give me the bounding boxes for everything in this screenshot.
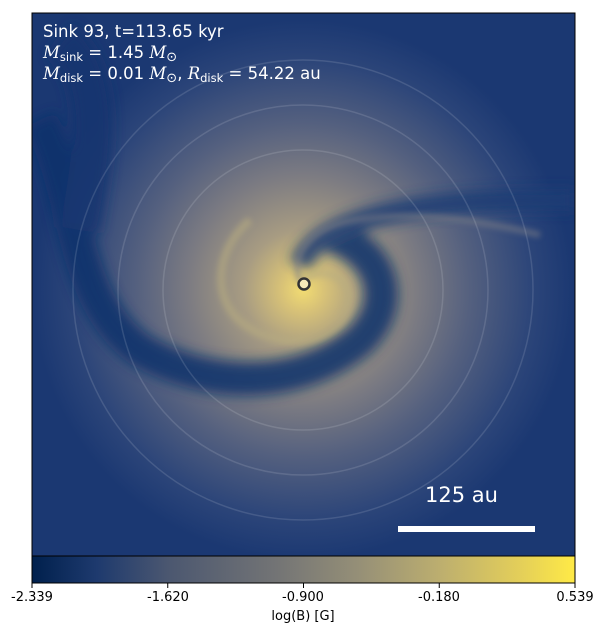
colorbar — [31, 555, 576, 588]
colorbar-tick-label: -2.339 — [11, 590, 53, 605]
colorbar-tick-label: -1.620 — [147, 590, 189, 605]
mdisk-symbol: M — [43, 64, 60, 83]
msink-subscript: sink — [59, 50, 84, 64]
sun-symbol: ⊙ — [166, 50, 178, 65]
sink-marker — [297, 277, 311, 291]
mdisk-subscript: disk — [59, 71, 84, 85]
msun-symbol: M — [149, 43, 167, 62]
msink-value: = 1.45 — [83, 43, 145, 62]
annotation-disk: Mdisk = 0.01 M⊙, Rdisk = 54.22 au — [43, 63, 321, 89]
msink-symbol: M — [43, 43, 60, 62]
rdisk-value: = 54.22 au — [223, 64, 321, 83]
separator: , — [177, 64, 188, 83]
field-map — [32, 13, 575, 556]
colorbar-tick-label: -0.180 — [418, 590, 460, 605]
colorbar-label: log(B) [G] — [271, 609, 335, 624]
rdisk-subscript: disk — [200, 71, 224, 85]
colorbar-tick-label: 0.539 — [556, 590, 594, 605]
scale-bar — [398, 526, 535, 532]
sun-symbol-2: ⊙ — [166, 71, 178, 86]
msun-symbol-2: M — [149, 64, 167, 83]
rdisk-symbol: R — [187, 64, 201, 83]
annotation-title: Sink 93, t=113.65 kyr — [43, 22, 224, 41]
mdisk-value: = 0.01 — [83, 64, 145, 83]
annotation-sink-mass: Msink = 1.45 M⊙ — [43, 42, 177, 68]
colorbar-gradient — [31, 555, 576, 584]
colorbar-tick-label: -0.900 — [282, 590, 324, 605]
scale-bar-label: 125 au — [425, 483, 498, 507]
